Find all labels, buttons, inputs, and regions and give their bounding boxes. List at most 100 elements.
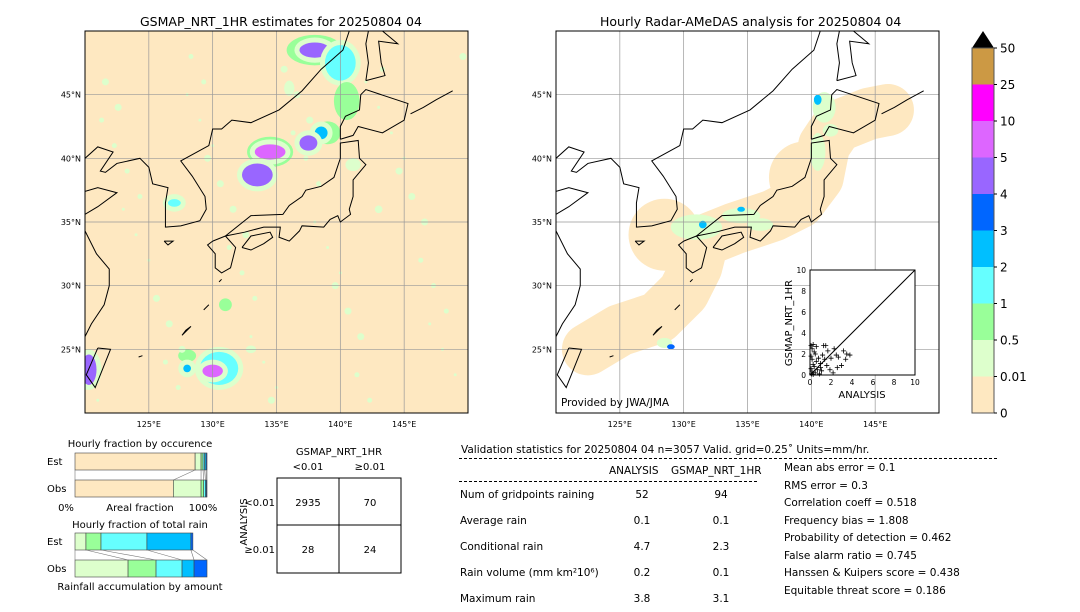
colorbar-segment: [972, 48, 994, 85]
coastline: [181, 326, 192, 336]
rain-fraction-bar-connector: [146, 549, 183, 561]
precip-speck: [443, 308, 449, 314]
score-line: Mean abs error = 0.1: [784, 462, 896, 474]
precip-speck: [99, 117, 105, 123]
colorbar-label: 5: [1000, 151, 1008, 165]
score-line: RMS error = 0.3: [784, 479, 868, 492]
table-col-label: <0.01: [293, 462, 324, 473]
scatter-point: [831, 346, 837, 352]
coastline: [712, 231, 745, 251]
scatter-point: [810, 342, 816, 348]
scatter-point: [809, 346, 815, 352]
rain-fraction-bar-segment: [181, 559, 195, 578]
scatter-point: [813, 358, 819, 364]
scatter-point: [820, 352, 826, 358]
lon-tick-label: 130°E: [201, 420, 225, 429]
rain-fraction-bar-connector: [190, 549, 195, 561]
lat-tick-label: 25°N: [61, 345, 81, 354]
precip-speck: [367, 397, 373, 403]
left-map: [84, 30, 469, 414]
rain-fraction-bar-title: Hourly fraction of total rain: [72, 520, 208, 531]
map-frame: [84, 30, 469, 414]
precip-area: [747, 218, 774, 231]
occurrence-bar-category-label: Est: [47, 457, 63, 468]
scatter-x-tick: 8: [892, 378, 897, 387]
occurrence-bar-segment: [74, 479, 174, 498]
coastline: [225, 139, 367, 242]
occurrence-bar-xlabel: Areal fraction: [106, 503, 173, 514]
precip-speck: [121, 207, 125, 211]
rain-fraction-bar-segment: [100, 532, 148, 551]
scatter-point: [808, 366, 814, 372]
precip-core: [667, 344, 675, 350]
lon-tick-label: 130°E: [672, 420, 696, 429]
scatter-point: [839, 363, 844, 369]
scatter-point: [818, 365, 823, 371]
lon-tick-label: 125°E: [608, 420, 632, 429]
lat-tick-label: 40°N: [532, 154, 552, 163]
colorbar-label: 0.01: [1000, 370, 1027, 384]
scatter-point: [818, 360, 823, 366]
lon-tick-label: 145°E: [863, 420, 887, 429]
scatter-point: [844, 351, 850, 357]
lat-tick-label: 45°N: [532, 91, 552, 100]
precip-speck: [201, 79, 207, 85]
stats-header: Validation statistics for 20250804 04 n=…: [461, 444, 870, 456]
colorbar-label: 50: [1000, 42, 1015, 56]
precip-speck: [124, 168, 130, 174]
coastline: [85, 347, 112, 389]
colorbar-label: 0.5: [1000, 334, 1019, 348]
stat-analysis-value: 4.7: [633, 541, 651, 553]
scatter-point: [811, 349, 817, 355]
precip-speck: [239, 270, 245, 276]
coastline: [365, 31, 369, 81]
stat-label: Num of gridpoints raining: [460, 489, 595, 501]
precip-speck: [290, 130, 296, 136]
scatter-point: [827, 367, 833, 373]
rain-fraction-bar-segment: [193, 559, 208, 578]
col-header-gsmap: GSMAP_NRT_1HR: [671, 465, 762, 477]
coastline: [206, 235, 237, 274]
scatter-ylabel: GSMAP_NRT_1HR: [784, 280, 795, 366]
precip-area: [345, 158, 361, 172]
precip-area: [241, 163, 273, 187]
scatter-point: [811, 364, 817, 370]
coastline: [556, 31, 821, 228]
precip-speck: [262, 360, 266, 364]
table-cell: 28: [302, 545, 315, 556]
precip-speck: [249, 335, 253, 339]
precip-area: [333, 81, 360, 121]
lon-tick-label: 135°E: [735, 420, 759, 429]
map-frame: [555, 30, 940, 414]
rain-fraction-bar-connector: [85, 549, 129, 561]
table-cell: 24: [364, 545, 377, 556]
scatter-point: [814, 367, 820, 373]
occurrence-bar-segment: [205, 452, 208, 471]
precip-speck: [408, 193, 416, 201]
stat-label: Average rain: [460, 515, 527, 527]
stat-gsmap-value: 3.1: [712, 593, 730, 605]
scatter-point: [819, 368, 825, 374]
rain-fraction-bar-segment: [127, 559, 157, 578]
rain-fraction-bar-category-label: Obs: [47, 564, 66, 575]
precip-area: [219, 298, 232, 312]
coastline: [689, 278, 693, 283]
colorbar-segment: [972, 230, 994, 267]
scatter-point: [809, 356, 815, 362]
scatter-x-tick: 0: [808, 378, 813, 387]
score-line: False alarm ratio = 0.745: [784, 549, 917, 562]
precip-speck: [114, 103, 122, 111]
scatter-point: [808, 353, 814, 359]
precip-core: [698, 220, 707, 229]
colorbar-label: 2: [1000, 261, 1008, 275]
coastline: [881, 90, 924, 115]
occurrence-bar-connector: [173, 469, 196, 481]
coastline: [163, 240, 175, 246]
lat-tick-label: 40°N: [61, 154, 81, 163]
occurrence-xtick: 0%: [58, 503, 74, 514]
rain-fraction-bar-segment: [74, 532, 87, 551]
colorbar-label: 25: [1000, 78, 1015, 92]
score-line: Correlation coeff = 0.518: [784, 497, 917, 509]
colorbar-segment: [972, 376, 994, 413]
